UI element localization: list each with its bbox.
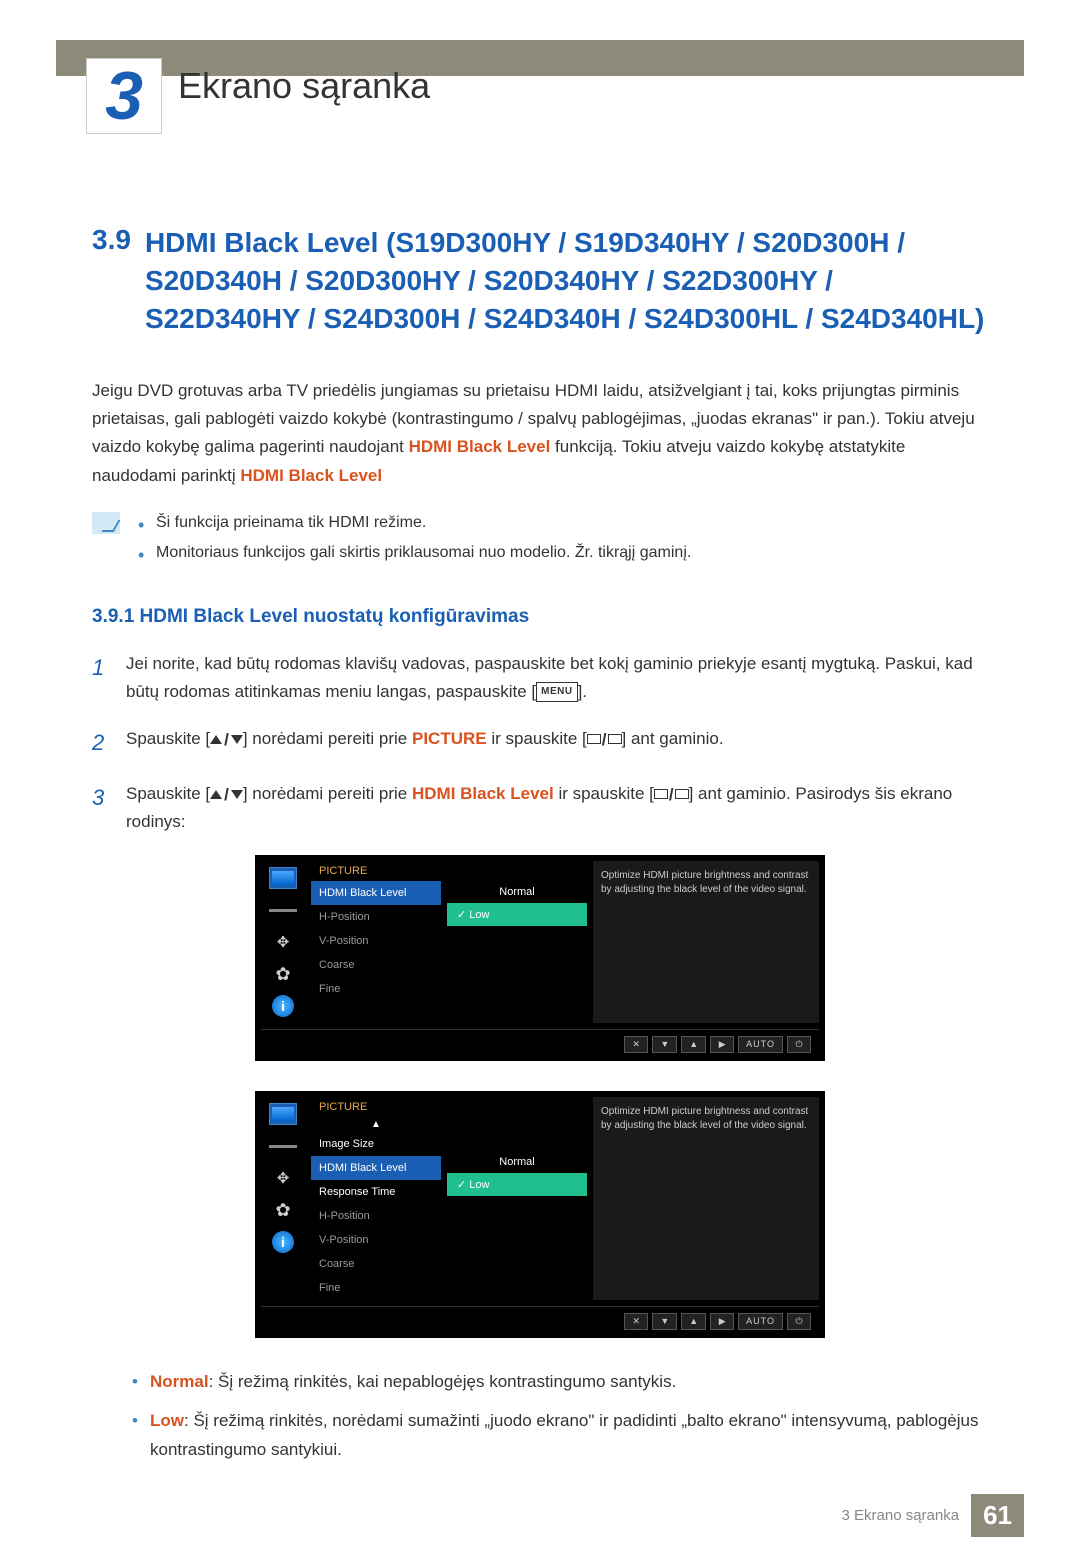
osd-nav-button: ▶: [710, 1036, 734, 1053]
size-tab-icon: ✥: [269, 1167, 297, 1189]
note-box: Ši funkcija prieinama tik HDMI režime. M…: [92, 508, 988, 569]
color-tab-icon: [269, 1135, 297, 1157]
page-number: 61: [971, 1494, 1024, 1537]
osd-nav-button: ✕: [624, 1313, 648, 1330]
osd-menu-item: Response Time: [311, 1180, 441, 1204]
picture-tab-icon: [269, 867, 297, 889]
osd-menu-item: V-Position: [311, 929, 441, 953]
osd-nav-button: ▼: [652, 1036, 677, 1053]
osd-option-item: Normal: [447, 1151, 587, 1173]
settings-tab-icon: ✿: [269, 963, 297, 985]
intro-highlight-1: HDMI Black Level: [409, 437, 551, 456]
osd-menu-item: Fine: [311, 977, 441, 1001]
note-icon: [92, 512, 120, 534]
osd-category: PICTURE: [311, 861, 441, 881]
osd-menu-item: H-Position: [311, 905, 441, 929]
osd-nav-button: AUTO: [738, 1036, 783, 1053]
step-number: 2: [92, 725, 112, 760]
osd-menu-item: HDMI Black Level: [311, 1156, 441, 1180]
step-2: 2 Spauskite [/] norėdami pereiti prie PI…: [92, 725, 988, 760]
osd-menu-item: H-Position: [311, 1204, 441, 1228]
picture-tab-icon: [269, 1103, 297, 1125]
osd-nav-button: ⏻: [787, 1036, 811, 1053]
settings-tab-icon: ✿: [269, 1199, 297, 1221]
step-3: 3 Spauskite [/] norėdami pereiti prie HD…: [92, 780, 988, 835]
chapter-number-box: 3: [86, 58, 162, 134]
osd-nav-button: ✕: [624, 1036, 648, 1053]
osd-menu-list: PICTURE ▲ Image SizeHDMI Black LevelResp…: [311, 1097, 441, 1300]
osd-menu-item: Coarse: [311, 1252, 441, 1276]
content: 3.9 HDMI Black Level (S19D300HY / S19D34…: [92, 224, 988, 1465]
step-number: 1: [92, 650, 112, 704]
osd-menu-item: Fine: [311, 1276, 441, 1300]
osd-option-item: Normal: [447, 881, 587, 903]
def-normal: Normal: Šį režimą rinkitės, kai nepablog…: [132, 1368, 988, 1397]
intro-highlight-2: HDMI Black Level: [240, 466, 382, 485]
intro-paragraph: Jeigu DVD grotuvas arba TV priedėlis jun…: [92, 377, 988, 489]
osd-menu-item: V-Position: [311, 1228, 441, 1252]
osd-option-item: Low: [447, 1173, 587, 1196]
osd-options: NormalLow: [447, 1097, 587, 1300]
page: 3 Ekrano sąranka 3.9 HDMI Black Level (S…: [0, 40, 1080, 1567]
steps: 1 Jei norite, kad būtų rodomas klavišų v…: [92, 650, 988, 835]
osd-menu-item: Coarse: [311, 953, 441, 977]
note-item-1: Ši funkcija prieinama tik HDMI režime.: [138, 508, 691, 538]
scroll-up-icon: ▲: [311, 1117, 441, 1132]
option-definitions: Normal: Šį režimą rinkitės, kai nepablog…: [132, 1368, 988, 1465]
osd-nav-button: ⏻: [787, 1313, 811, 1330]
osd-description: Optimize HDMI picture brightness and con…: [601, 869, 811, 896]
osd-menu-list: PICTURE HDMI Black LevelH-PositionV-Posi…: [311, 861, 441, 1023]
size-tab-icon: ✥: [269, 931, 297, 953]
osd-description-panel: Optimize HDMI picture brightness and con…: [593, 861, 819, 1023]
osd-menu-item: HDMI Black Level: [311, 881, 441, 905]
note-item-2: Monitoriaus funkcijos gali skirtis prikl…: [138, 538, 691, 568]
osd-category: PICTURE: [311, 1097, 441, 1117]
osd-screenshot-1: ✥ ✿ i PICTURE HDMI Black LevelH-Position…: [255, 855, 825, 1061]
osd-nav-button: ▲: [681, 1313, 706, 1330]
info-tab-icon: i: [272, 995, 294, 1017]
page-footer: 3 Ekrano sąranka 61: [842, 1494, 1025, 1537]
menu-icon: MENU: [536, 682, 577, 702]
osd-option-item: Low: [447, 903, 587, 926]
up-down-icon: /: [210, 781, 243, 808]
footer-chapter-label: 3 Ekrano sąranka: [842, 1507, 960, 1524]
chapter-header: 3 Ekrano sąranka: [86, 58, 1080, 134]
osd-description: Optimize HDMI picture brightness and con…: [601, 1105, 811, 1132]
section-number: 3.9: [92, 224, 131, 337]
note-list: Ši funkcija prieinama tik HDMI režime. M…: [138, 508, 691, 569]
info-tab-icon: i: [272, 1231, 294, 1253]
chapter-title: Ekrano sąranka: [178, 65, 430, 107]
step-number: 3: [92, 780, 112, 835]
osd-menu-item: Image Size: [311, 1132, 441, 1156]
osd-nav-button: ▲: [681, 1036, 706, 1053]
osd-nav-button: AUTO: [738, 1313, 783, 1330]
osd-sidebar: ✥ ✿ i: [261, 1097, 305, 1300]
osd-nav-button: ▶: [710, 1313, 734, 1330]
screen-pip-icon: /: [654, 781, 689, 808]
osd-button-bar: ✕▼▲▶AUTO⏻: [261, 1029, 819, 1055]
def-low: Low: Šį režimą rinkitės, norėdami sumaži…: [132, 1407, 988, 1465]
step-1: 1 Jei norite, kad būtų rodomas klavišų v…: [92, 650, 988, 704]
up-down-icon: /: [210, 726, 243, 753]
screen-pip-icon: /: [587, 726, 622, 753]
section-title: HDMI Black Level (S19D300HY / S19D340HY …: [145, 224, 988, 337]
section-heading: 3.9 HDMI Black Level (S19D300HY / S19D34…: [92, 224, 988, 337]
chapter-number: 3: [105, 57, 143, 135]
osd-button-bar: ✕▼▲▶AUTO⏻: [261, 1306, 819, 1332]
subsection-title: 3.9.1 HDMI Black Level nuostatų konfigūr…: [92, 606, 988, 628]
osd-nav-button: ▼: [652, 1313, 677, 1330]
color-tab-icon: [269, 899, 297, 921]
osd-screenshot-2: ✥ ✿ i PICTURE ▲ Image SizeHDMI Black Lev…: [255, 1091, 825, 1338]
osd-description-panel: Optimize HDMI picture brightness and con…: [593, 1097, 819, 1300]
osd-options: NormalLow: [447, 861, 587, 1023]
osd-sidebar: ✥ ✿ i: [261, 861, 305, 1023]
